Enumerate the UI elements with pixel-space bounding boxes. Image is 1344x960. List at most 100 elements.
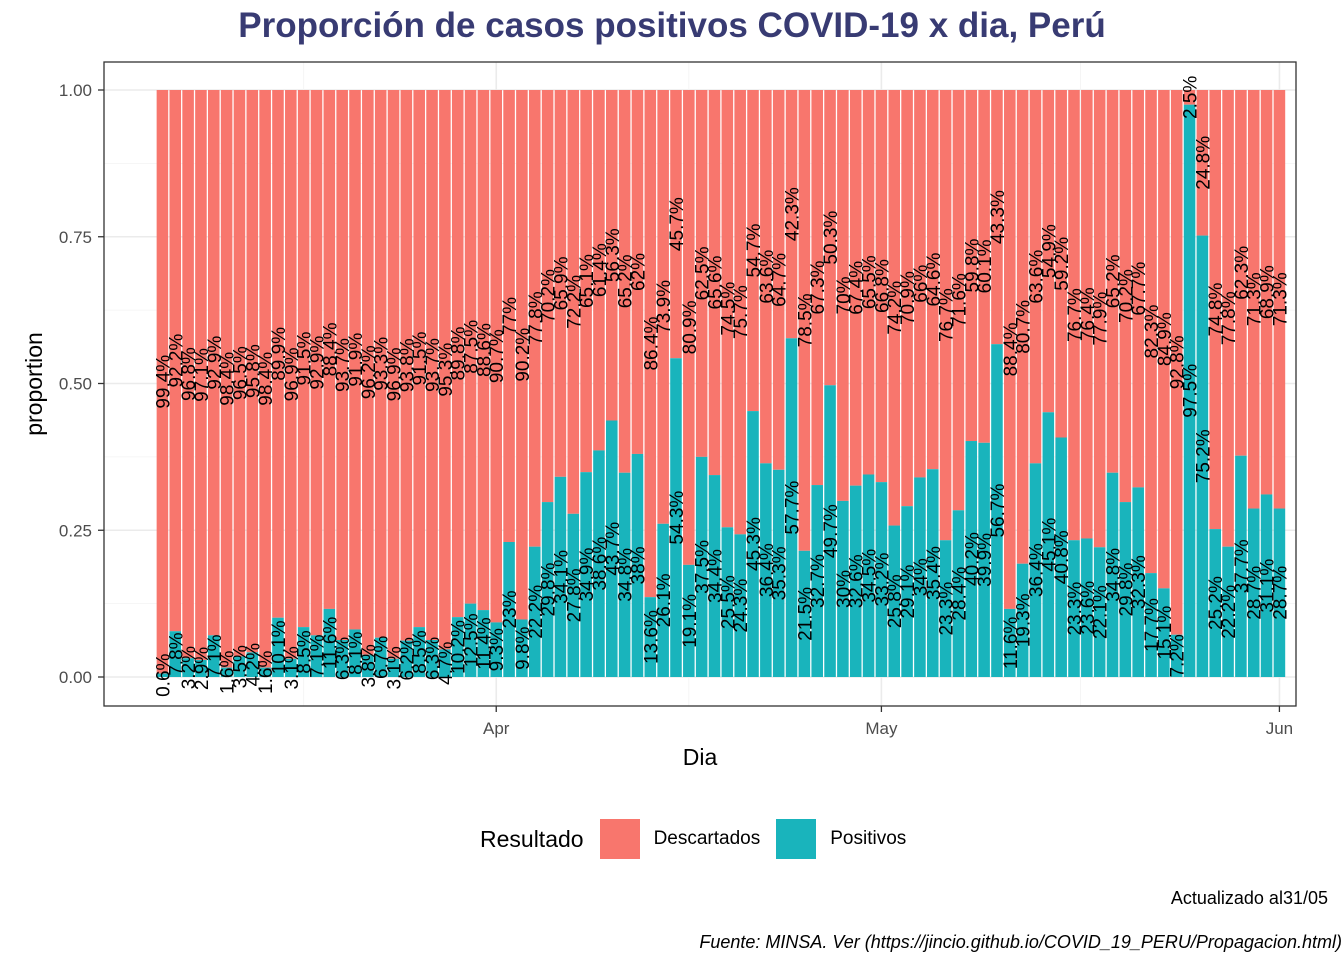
bar-positivos [323, 608, 336, 677]
label-positivos: 3.1% [282, 646, 303, 689]
bar-descartados [618, 90, 631, 473]
label-descartados: 64.6% [924, 253, 945, 307]
bar-descartados [259, 90, 271, 668]
bar-positivos [439, 649, 451, 677]
label-positivos: 32.3% [1129, 555, 1150, 609]
bar-positivos [580, 472, 592, 677]
label-positivos: 29.8% [1116, 562, 1137, 616]
bar-descartados [888, 90, 901, 526]
label-descartados: 95.3% [436, 343, 457, 397]
bar-positivos [387, 658, 400, 677]
bar-descartados [195, 90, 207, 660]
chart-plot: 0.6%7.8%3.2%2.9%7.1%1.6%3.5%4.2%1.6%10.1… [21, 61, 1297, 770]
label-descartados: 97.1% [192, 348, 213, 402]
label-positivos: 8.5% [410, 630, 431, 673]
bar-positivos [156, 673, 169, 677]
label-descartados: 77% [500, 297, 521, 335]
label-positivos: 12.5% [462, 613, 483, 667]
label-descartados: 91.5% [295, 332, 316, 386]
label-descartados: 93.3% [372, 337, 393, 391]
label-positivos: 8.5% [295, 630, 316, 673]
label-descartados: 93.7% [333, 338, 354, 392]
y-axis-title: proportion [21, 332, 47, 436]
bar-positivos [182, 658, 194, 677]
bar-positivos [349, 629, 361, 677]
label-descartados: 82.3% [1142, 305, 1163, 359]
bar-descartados [233, 90, 246, 657]
label-positivos: 34.9% [577, 548, 598, 602]
label-positivos: 57.7% [783, 481, 804, 535]
bar-descartados [824, 90, 836, 386]
label-descartados: 87.5% [462, 320, 483, 374]
bar-descartados [1119, 90, 1132, 503]
y-tick-label: 0.25 [59, 521, 92, 540]
bar-positivos [926, 469, 939, 677]
label-descartados: 89.9% [269, 327, 290, 381]
label-positivos: 10.1% [269, 620, 290, 674]
label-positivos: 32.7% [808, 554, 829, 608]
label-descartados: 74.5% [718, 282, 739, 336]
bar-descartados [939, 90, 952, 541]
label-positivos: 34.1% [551, 550, 572, 604]
bar-positivos [400, 640, 413, 677]
label-descartados: 74.8% [1206, 282, 1227, 336]
label-descartados: 71.6% [949, 273, 970, 327]
label-positivos: 1.6% [256, 651, 277, 694]
label-descartados: 90.7% [487, 329, 508, 383]
label-positivos: 49.7% [821, 504, 842, 558]
bar-positivos [528, 546, 541, 677]
label-positivos: 17.7% [1142, 598, 1163, 652]
bar-positivos [747, 411, 759, 677]
label-positivos: 28.7% [1245, 566, 1266, 620]
label-positivos: 38% [628, 546, 649, 584]
bar-positivos [875, 482, 888, 677]
label-positivos: 6.7% [372, 636, 393, 679]
bar-descartados [1183, 90, 1196, 105]
bar-positivos [849, 485, 862, 677]
bar-positivos [1222, 546, 1234, 677]
bar-positivos [541, 502, 554, 677]
x-tick-label: Apr [483, 719, 510, 738]
bar-positivos [464, 603, 477, 677]
label-positivos: 9.3% [487, 628, 508, 671]
label-descartados: 59.8% [962, 238, 983, 292]
bar-descartados [631, 90, 644, 454]
bar-positivos [939, 540, 952, 677]
label-descartados: 62% [628, 253, 649, 291]
label-descartados: 45.7% [667, 197, 688, 251]
label-descartados: 71.3% [1245, 272, 1266, 326]
bar-descartados [991, 90, 1003, 345]
label-descartados: 67.3% [808, 260, 829, 314]
label-positivos: 33.2% [872, 553, 893, 607]
label-positivos: 54.3% [667, 491, 688, 545]
bar-descartados [760, 90, 772, 464]
label-positivos: 23.3% [1065, 582, 1086, 636]
label-positivos: 11.6% [320, 617, 341, 670]
bar-descartados [670, 90, 682, 359]
label-descartados: 84.9% [1155, 312, 1176, 366]
bar-descartados [1081, 90, 1093, 539]
label-descartados: 96.9% [385, 347, 406, 401]
bar-positivos [1235, 455, 1247, 677]
bar-descartados [965, 90, 978, 442]
label-descartados: 62.5% [693, 246, 714, 300]
label-positivos: 2.9% [192, 647, 213, 690]
label-descartados: 88.4% [320, 322, 341, 376]
label-descartados: 65.2% [1104, 254, 1125, 308]
bar-positivos [413, 627, 425, 677]
x-axis-title: Dia [683, 744, 718, 770]
bar-positivos [1004, 608, 1016, 677]
bar-positivos [426, 640, 438, 677]
bar-descartados [914, 90, 926, 478]
label-positivos: 45.3% [744, 517, 765, 571]
label-descartados: 61.4% [590, 243, 611, 297]
bar-descartados [1068, 90, 1080, 541]
bar-descartados [541, 90, 554, 503]
label-descartados: 68.9% [1258, 265, 1279, 319]
bar-positivos [451, 617, 464, 677]
bar-descartados [310, 90, 323, 636]
bar-positivos [593, 450, 605, 677]
bar-descartados [374, 90, 387, 638]
bar-positivos [1247, 508, 1260, 677]
bar-descartados [747, 90, 759, 412]
